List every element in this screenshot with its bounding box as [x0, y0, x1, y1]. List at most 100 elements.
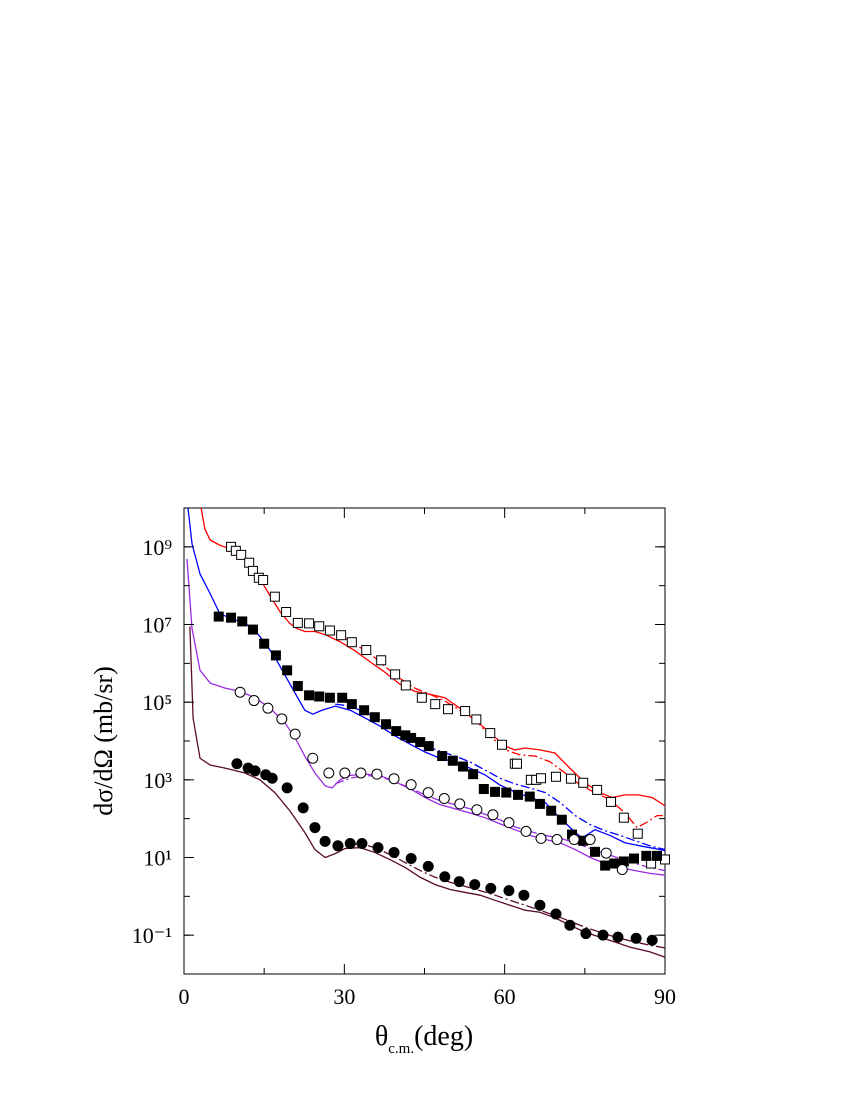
curve: [335, 703, 665, 851]
data-point: [324, 625, 335, 636]
data-point: [430, 699, 441, 710]
data-point: [231, 758, 243, 770]
data-point: [437, 751, 448, 762]
data-point: [443, 704, 454, 715]
data-point: [651, 850, 662, 861]
curve: [335, 774, 665, 872]
data-point: [314, 691, 325, 702]
data-point: [485, 882, 497, 894]
data-point: [580, 928, 592, 940]
data-point: [524, 791, 535, 802]
data-point: [468, 769, 479, 780]
x-tick-label: 0: [179, 984, 190, 1009]
data-point: [336, 630, 347, 641]
data-point: [536, 773, 547, 784]
data-point: [556, 814, 567, 825]
data-point: [469, 879, 481, 891]
data-point: [578, 777, 589, 788]
data-point: [422, 860, 434, 872]
data-point: [415, 737, 426, 748]
data-point: [361, 645, 372, 656]
data-point: [319, 835, 331, 847]
x-tick-label: 90: [654, 984, 676, 1009]
data-point: [249, 765, 261, 777]
data-point: [388, 846, 400, 858]
curve: [335, 842, 665, 949]
data-point: [323, 767, 335, 779]
data-point: [304, 618, 315, 629]
data-point: [324, 692, 335, 703]
data-point: [439, 871, 451, 883]
data-point: [247, 624, 258, 635]
data-point: [471, 714, 482, 725]
data-point: [337, 692, 348, 703]
data-point: [584, 834, 596, 846]
data-point: [244, 557, 255, 568]
data-point: [589, 846, 600, 857]
data-point: [266, 772, 278, 784]
data-point: [454, 798, 466, 810]
curve: [200, 508, 665, 807]
data-point: [381, 719, 392, 730]
data-point: [513, 789, 524, 800]
data-point: [503, 885, 515, 897]
curve: [187, 508, 665, 852]
data-point: [236, 549, 247, 560]
data-point: [405, 853, 417, 865]
y-tick-label: 10¹: [143, 846, 172, 871]
data-point: [600, 847, 612, 859]
y-tick-label: 10⁻¹: [132, 923, 172, 948]
data-point: [597, 929, 609, 941]
data-point: [551, 834, 563, 846]
data-point: [276, 713, 288, 725]
x-tick-label: 30: [333, 984, 355, 1009]
data-point: [270, 650, 281, 661]
data-point: [423, 741, 434, 752]
data-point: [406, 732, 417, 743]
data-point: [592, 784, 603, 795]
data-point: [297, 802, 309, 814]
data-point: [422, 787, 434, 799]
data-point: [646, 934, 658, 946]
data-point: [292, 681, 303, 692]
data-point: [438, 793, 450, 805]
data-point: [258, 574, 269, 585]
data-point: [609, 858, 620, 869]
data-point: [447, 755, 458, 766]
data-point: [388, 773, 400, 785]
data-point: [332, 840, 344, 852]
data-point: [356, 837, 368, 849]
data-point: [390, 669, 401, 680]
data-point: [471, 804, 483, 816]
data-point: [376, 655, 387, 666]
data-point: [269, 591, 280, 602]
data-point: [237, 616, 248, 627]
y-tick-label: 10⁵: [142, 690, 172, 715]
data-point: [600, 860, 611, 871]
data-point: [629, 853, 640, 864]
data-point: [550, 771, 561, 782]
data-point: [457, 761, 468, 772]
data-point: [416, 692, 427, 703]
data-point: [478, 784, 489, 795]
data-point: [565, 773, 576, 784]
data-point: [612, 931, 624, 943]
data-point: [534, 899, 546, 911]
data-point: [641, 850, 652, 861]
data-point: [487, 809, 499, 821]
data-point: [405, 779, 417, 791]
data-point: [520, 825, 532, 837]
data-point: [453, 876, 465, 888]
data-point: [400, 680, 411, 691]
data-point: [355, 767, 367, 779]
data-point: [618, 812, 629, 823]
x-axis-label: θc.m.(deg): [375, 1021, 473, 1057]
data-point: [314, 621, 325, 632]
data-point: [344, 837, 356, 849]
data-point: [616, 864, 628, 876]
data-point: [503, 817, 515, 829]
curve: [186, 558, 665, 876]
data-point: [485, 728, 496, 739]
data-point: [501, 787, 512, 798]
